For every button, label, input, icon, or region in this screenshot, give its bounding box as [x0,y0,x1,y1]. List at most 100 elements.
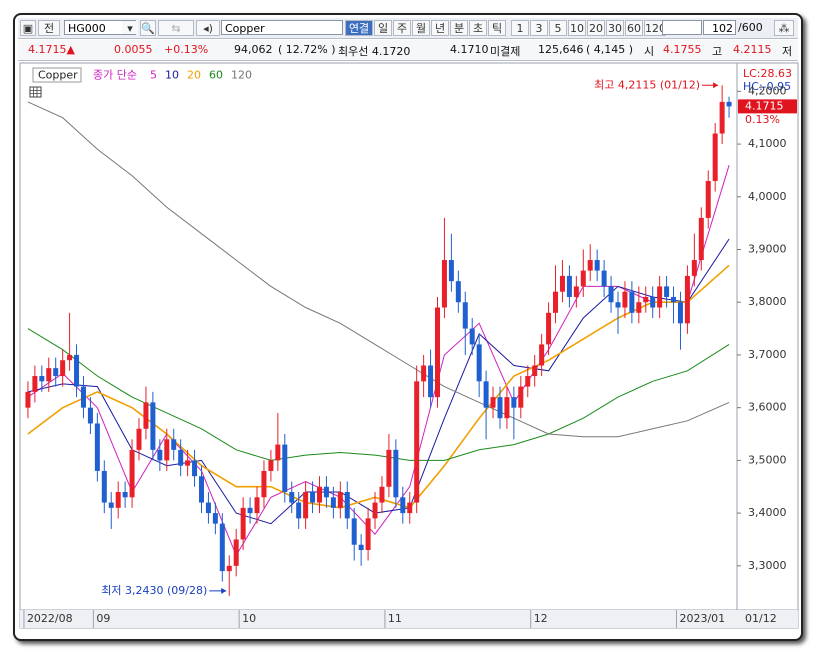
last-date: 01/12 [745,612,777,625]
sound-icon[interactable]: ◂) [196,20,220,36]
candle-body [233,539,239,566]
candle-body [25,391,31,408]
y-tick-label: 3,5000 [748,453,787,466]
change: 0.0055 [114,43,153,56]
candle-body [192,460,198,477]
period-button[interactable]: 틱 [488,20,506,36]
legend-entry: 10 [165,69,179,82]
candle-body [53,368,59,377]
legend-symbol-box [32,67,82,83]
candle-body [483,381,489,408]
candle-body [497,397,503,419]
period-button[interactable]: 30 [606,20,624,36]
max-arrow-head [713,82,719,89]
period-button[interactable]: 60 [625,20,643,36]
count-input[interactable]: 102 [703,20,736,35]
candle-body [525,376,531,387]
candle-body [441,260,447,308]
candle-body [490,397,496,408]
hc-label: HC:-0.95 [743,80,791,93]
ma-line [27,328,730,461]
x-tick-label: 2023/01 [679,612,725,625]
y-tick-label: 3,9000 [748,243,787,256]
oi-label: 미결제 [490,45,521,58]
open-label: 시 [644,45,655,58]
candle-body [650,296,656,308]
blank-dropdown[interactable] [662,20,702,35]
code-dropdown[interactable]: ▾ [122,21,138,35]
candle-body [344,492,350,519]
candle-body [511,397,517,408]
legend-entry: 5 [150,69,157,82]
code-input[interactable]: HG000 [64,20,136,35]
mode-button[interactable]: 전 [38,20,60,36]
candle-body [705,180,711,218]
nav-icons[interactable]: ⇆ [158,20,194,36]
candle-body [337,492,343,508]
candle-body [330,497,336,508]
candle-body [365,518,371,551]
period-button[interactable]: 초 [469,20,487,36]
period-button[interactable]: 10 [568,20,586,36]
x-tick-label: 12 [534,612,548,625]
period-button[interactable]: 120 [644,20,666,36]
candle-body [129,449,135,498]
period-button[interactable]: 3 [530,20,548,36]
name-input[interactable]: Copper [221,20,343,35]
candle-body [261,470,267,498]
period-button[interactable]: 월 [412,20,430,36]
period-button[interactable]: 5 [549,20,567,36]
candle-body [539,344,545,366]
candle-body [143,402,149,429]
candle-body [122,492,128,498]
candle-body [601,270,607,287]
candle-body [414,381,420,503]
volume-rate: ( 12.72% ) [278,43,336,56]
candle-body [719,101,725,134]
candle-body [476,344,482,382]
max-note: 최고 4,2115 (01/12) [594,78,700,91]
candle-body [219,523,225,572]
count-max: /600 [738,21,763,34]
period-button[interactable]: 주 [393,20,411,36]
candle-body [303,492,309,519]
y-tick-label: 3,3000 [748,559,787,572]
period-button[interactable]: 1 [511,20,529,36]
x-tick-label: 09 [96,612,110,625]
oi: 125,646 [538,43,584,56]
candle-body [726,101,732,107]
candle-body [573,286,579,297]
period-button[interactable]: 연결 [345,20,373,36]
y-tick-label: 4,2000 [748,84,787,97]
period-button[interactable]: 분 [450,20,468,36]
search-icon[interactable]: 🔍 [140,20,156,36]
period-button[interactable]: 일 [374,20,392,36]
grid-icon[interactable] [29,86,42,98]
ma-line [27,101,730,438]
candle-body [379,486,385,503]
period-button[interactable]: 년 [431,20,449,36]
volume: 94,062 [234,43,273,56]
candle-body [393,449,399,498]
candle-body [587,260,593,271]
settings-icon[interactable]: ⁂ [774,20,794,36]
candle-body [504,397,510,419]
toolbar: ▣ 전 HG000 ▾ 🔍 ⇆ ◂) Copper 연결 일 주 월 년 분 초 틱 1 3 5 10… [18,18,798,39]
high-label: 고 [712,45,723,58]
price: 4.1715▲ [28,43,75,56]
candle-body [46,368,52,382]
candle-body [39,376,45,382]
candle-body [296,502,302,519]
candle-body [664,286,670,297]
menu-icon[interactable]: ▣ [20,20,36,36]
period-button[interactable]: 20 [587,20,605,36]
candle-body [240,507,246,540]
candle-body [94,423,100,471]
candle-body [386,449,392,487]
candle-body [615,302,621,308]
chart-area [19,62,799,629]
candle-body [407,502,413,514]
legend-method: 종가 단순 [93,69,137,82]
date-axis [20,610,798,628]
